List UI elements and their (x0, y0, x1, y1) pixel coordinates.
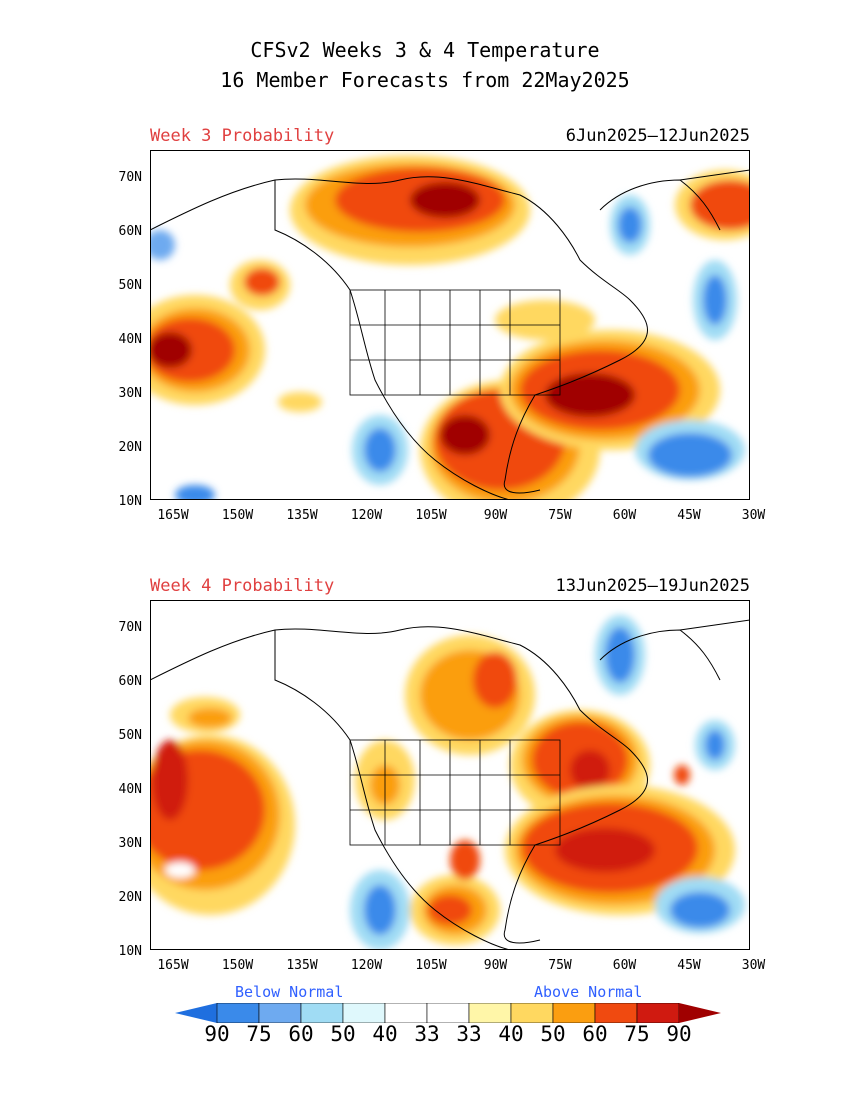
legend-value: 40 (372, 1022, 398, 1046)
lon-tick-label: 135W (286, 508, 318, 523)
lon-tick-label: 30W (741, 508, 766, 523)
lat-tick-label: 70N (118, 620, 142, 635)
legend-value: 90 (666, 1022, 692, 1046)
colorbar-box (216, 1003, 260, 1023)
colorbar-box (384, 1003, 428, 1023)
lat-tick-label: 20N (118, 440, 142, 455)
panel2-dates: 13Jun2025—19Jun2025 (555, 576, 750, 596)
lat-tick-label: 30N (118, 836, 142, 851)
lat-tick-label: 50N (118, 728, 142, 743)
legend-value: 33 (456, 1022, 482, 1046)
lon-tick-label: 75W (548, 508, 572, 523)
lon-tick-label: 60W (612, 508, 637, 523)
lon-tick-label: 75W (548, 958, 572, 973)
lat-tick-label: 40N (118, 782, 142, 797)
lat-tick-label: 40N (118, 332, 142, 347)
legend-value: 90 (204, 1022, 230, 1046)
panel1-label: Week 3 Probability (150, 126, 335, 146)
lat-tick-label: 50N (118, 278, 142, 293)
lon-tick-label: 45W (677, 508, 701, 523)
lat-tick-label: 10N (118, 494, 142, 509)
lat-tick-label: 10N (118, 944, 142, 959)
legend-value: 75 (246, 1022, 272, 1046)
lon-tick-label: 120W (350, 958, 383, 973)
legend-below-label: Below Normal (235, 983, 344, 1001)
legend-value: 60 (288, 1022, 314, 1046)
colorbar-box (300, 1003, 344, 1023)
colorbar-box (426, 1003, 470, 1023)
lon-tick-label: 150W (221, 508, 254, 523)
legend-value: 60 (582, 1022, 608, 1046)
week4-map (150, 600, 750, 950)
colorbar-box (468, 1003, 512, 1023)
lat-tick-label: 70N (118, 170, 142, 185)
lon-tick-label: 45W (677, 958, 701, 973)
lon-tick-label: 120W (350, 508, 383, 523)
lon-tick-label: 165W (157, 958, 189, 973)
lat-tick-label: 30N (118, 386, 142, 401)
chart-subtitle: 16 Member Forecasts from 22May2025 (220, 68, 630, 92)
legend-colorbar (175, 1003, 721, 1023)
colorbar-box (636, 1003, 680, 1023)
colorbar-box (258, 1003, 302, 1023)
panel1-dates: 6Jun2025—12Jun2025 (565, 126, 750, 146)
lon-tick-label: 105W (415, 508, 447, 523)
legend-value: 33 (414, 1022, 440, 1046)
lon-tick-label: 90W (483, 508, 508, 523)
legend-value: 75 (624, 1022, 650, 1046)
legend-value: 40 (498, 1022, 524, 1046)
colorbar-right-arrow (679, 1003, 721, 1023)
colorbar-box (510, 1003, 554, 1023)
lon-tick-label: 90W (483, 958, 508, 973)
lon-tick-label: 150W (221, 958, 254, 973)
lon-tick-label: 60W (612, 958, 637, 973)
lat-tick-label: 60N (118, 674, 142, 689)
chart-title: CFSv2 Weeks 3 & 4 Temperature (250, 38, 600, 62)
lat-tick-label: 20N (118, 890, 142, 905)
lon-tick-label: 165W (157, 508, 189, 523)
week3-map (150, 150, 750, 500)
lon-tick-label: 30W (741, 958, 766, 973)
legend-value: 50 (540, 1022, 566, 1046)
legend-value: 50 (330, 1022, 356, 1046)
colorbar-box (594, 1003, 638, 1023)
colorbar-box (342, 1003, 386, 1023)
legend-above-label: Above Normal (534, 983, 643, 1001)
lon-tick-label: 135W (286, 958, 318, 973)
colorbar-box (552, 1003, 596, 1023)
colorbar-left-arrow (175, 1003, 217, 1023)
panel2-label: Week 4 Probability (150, 576, 335, 596)
lat-tick-label: 60N (118, 224, 142, 239)
lon-tick-label: 105W (415, 958, 447, 973)
